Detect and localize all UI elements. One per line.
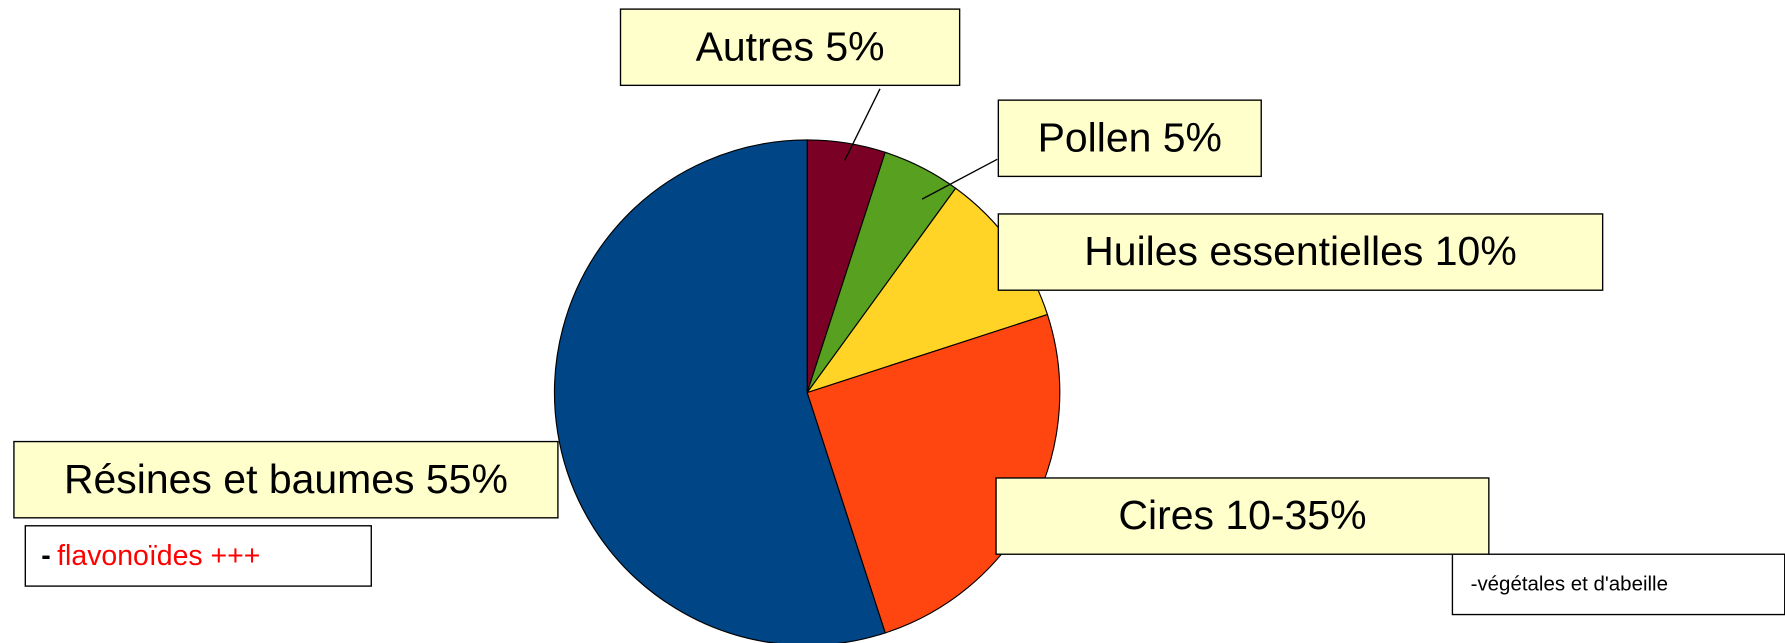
slice-label: Pollen 5%	[1038, 114, 1222, 160]
label-box	[619, 8, 961, 87]
pie	[553, 139, 1061, 643]
label-box	[997, 99, 1262, 178]
label-box	[997, 213, 1604, 291]
slice-label: Huiles essentielles 10%	[1084, 228, 1517, 274]
annotation: flavonoïdes +++	[57, 540, 260, 572]
label-box	[995, 477, 1490, 555]
annotation-box	[1451, 553, 1785, 616]
slice-label: Autres 5%	[696, 23, 885, 69]
pie-slice	[553, 139, 886, 643]
slice-label: Cires 10-35%	[1118, 492, 1366, 538]
leader-line	[921, 158, 998, 200]
slice-label: Résines et baumes 55%	[64, 456, 508, 502]
annotation: -végétales et d'abeille	[1471, 572, 1668, 595]
leader-line	[844, 88, 881, 161]
annotation-prefix: -	[41, 540, 50, 572]
annotation-box	[24, 525, 372, 587]
label-box	[13, 440, 559, 519]
labels: Autres 5% Pollen 5% Huiles essentielles 10…	[13, 8, 1604, 555]
